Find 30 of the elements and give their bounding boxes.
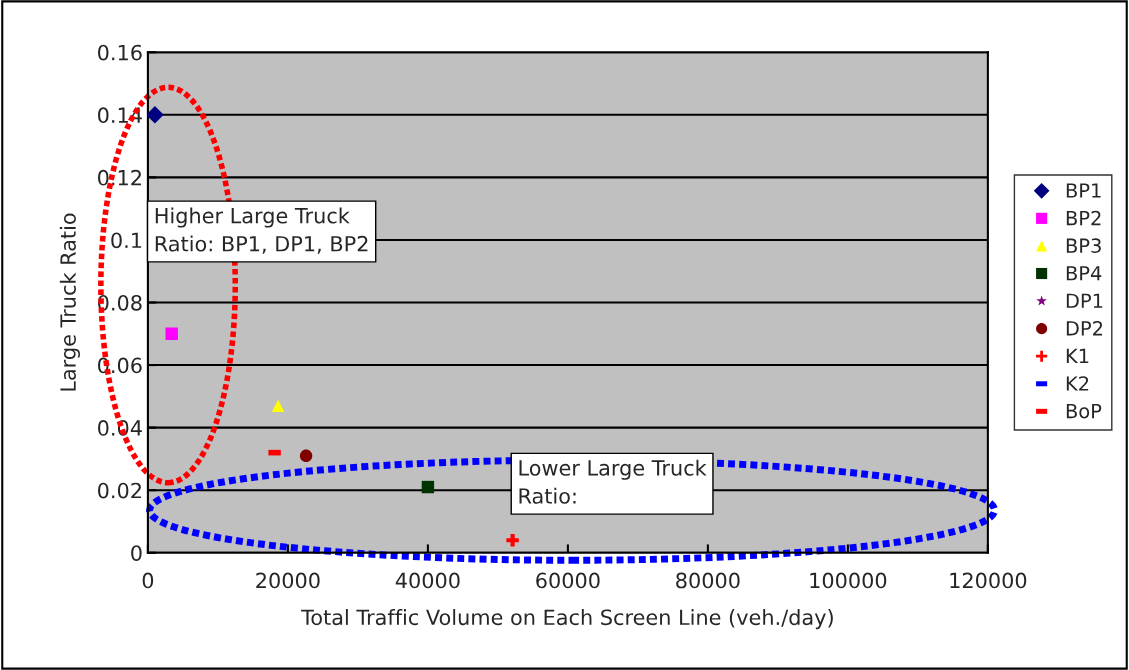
legend-label: BoP	[1066, 403, 1102, 419]
point	[271, 399, 285, 412]
legend-label: BP2	[1066, 210, 1101, 226]
y-axis-title: Large Truck Ratio	[59, 213, 80, 391]
x-tick-label: 40000	[395, 572, 460, 589]
legend-label: BP4	[1066, 266, 1102, 281]
legend-label: DP2	[1066, 321, 1103, 336]
x-tick-label: 0	[142, 572, 154, 589]
point	[147, 106, 164, 124]
legend-label: DP1	[1066, 293, 1103, 308]
x-tick-label: 80000	[676, 572, 740, 589]
x-tick-label: 60000	[536, 572, 600, 589]
legend-label: BP1	[1066, 183, 1101, 198]
legend-label: K2	[1066, 376, 1089, 391]
y-tick-label: 0	[131, 545, 142, 561]
x-axis-title: Total Traffic Volume on Each Screen Line (veh./day)	[301, 609, 833, 630]
y-tick-label: 0.12	[98, 169, 141, 186]
y-tick-label: 0.16	[98, 44, 142, 61]
point	[421, 480, 435, 494]
annotation: Lower Large Truck Ratio:	[519, 459, 707, 504]
point	[299, 449, 313, 462]
y-tick-label: 0.1	[111, 232, 142, 249]
x-tick-label: 120000	[950, 572, 1027, 589]
legend-label: BP3	[1066, 238, 1101, 254]
legend-label: K1	[1066, 348, 1089, 364]
y-tick-label: 0.02	[98, 482, 141, 499]
x-tick-label: 20000	[256, 572, 320, 589]
point	[165, 327, 178, 340]
x-tick-label: 100000	[810, 572, 887, 589]
annotation: Higher Large Truck Ratio: BP1, DP1, BP2	[155, 207, 368, 254]
